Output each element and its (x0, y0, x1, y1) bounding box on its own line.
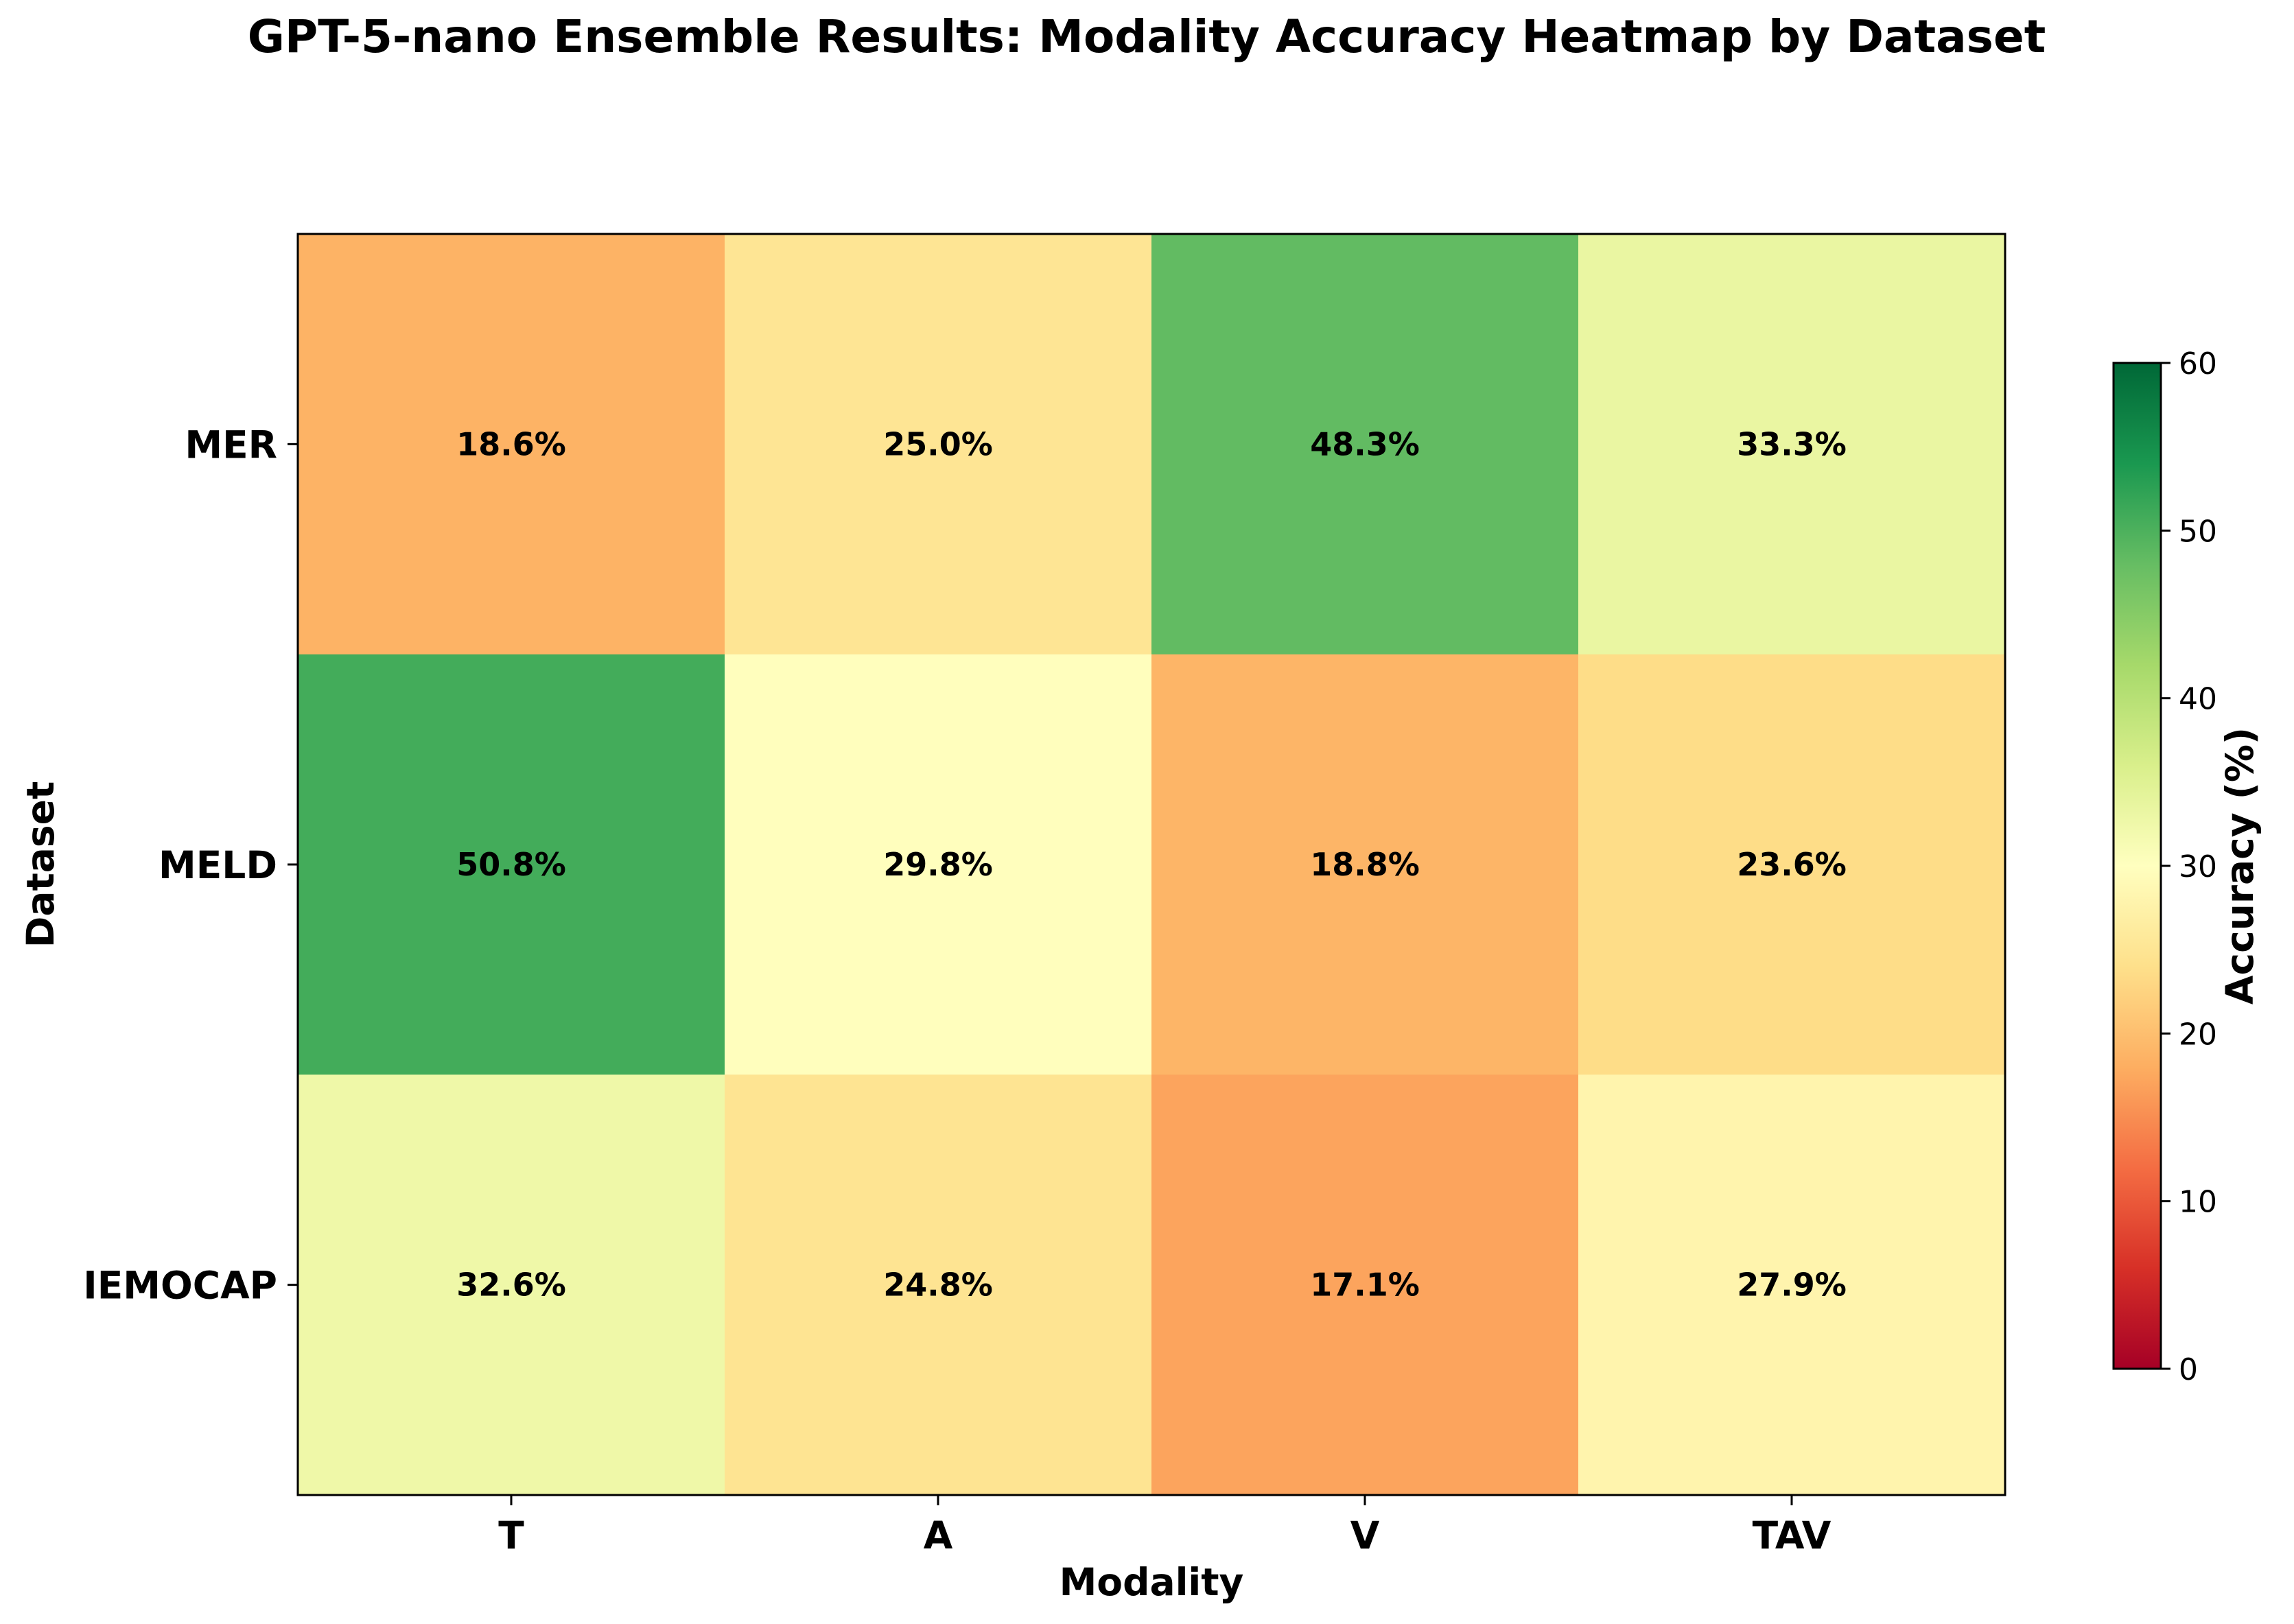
heatmap-cells (298, 234, 2006, 1496)
colorbar-ticks: 0 10 20 30 40 50 60 (2161, 346, 2217, 1387)
cell-value-label: 32.6% (456, 1267, 566, 1304)
x-tick-label: TAV (1753, 1514, 1831, 1557)
heatmap-cell-iemocap-t (298, 1074, 725, 1496)
heatmap-cell-meld-v (1151, 654, 1579, 1075)
colorbar-tick-label: 10 (2179, 1185, 2217, 1220)
cell-value-label: 48.3% (1310, 425, 1420, 462)
cell-value-label: 33.3% (1737, 425, 1847, 462)
cell-value-label: 27.9% (1737, 1267, 1847, 1304)
x-axis-label: Modality (1060, 1560, 1244, 1604)
heatmap-cell-mer-tav (1578, 234, 2006, 655)
heatmap-cell-meld-tav (1578, 654, 2006, 1075)
colorbar-tick-label: 20 (2179, 1017, 2217, 1052)
y-tick-label: MER (185, 423, 277, 467)
x-tick-label: A (924, 1514, 953, 1557)
cell-value-label: 18.8% (1310, 846, 1420, 883)
y-tick-label: MELD (159, 843, 277, 887)
heatmap-cell-labels: 18.6% 25.0% 48.3% 33.3% 50.8% 29.8% 18.8% 23.6%… (456, 425, 1847, 1303)
cell-value-label: 25.0% (883, 425, 993, 462)
chart-title: GPT-5-nano Ensemble Results: Modality Ac… (248, 10, 2046, 63)
heatmap-cell-iemocap-tav (1578, 1074, 2006, 1496)
cell-value-label: 18.6% (456, 425, 566, 462)
heatmap-cell-meld-a (725, 654, 1152, 1075)
y-axis-ticks: MER MELD IEMOCAP (83, 423, 298, 1308)
colorbar-tick-label: 0 (2179, 1352, 2198, 1387)
colorbar-gradient (2112, 362, 2162, 1370)
colorbar-tick-label: 40 (2179, 682, 2217, 717)
heatmap-cell-mer-a (725, 234, 1152, 655)
colorbar-tick-label: 50 (2179, 514, 2217, 549)
colorbar-label: Accuracy (%) (2218, 727, 2262, 1004)
heatmap-cell-mer-t (298, 234, 725, 655)
y-tick-label: IEMOCAP (83, 1264, 277, 1308)
cell-value-label: 23.6% (1737, 846, 1847, 883)
y-axis-label: Dataset (19, 781, 62, 948)
heatmap-cell-mer-v (1151, 234, 1579, 655)
cell-value-label: 17.1% (1310, 1267, 1420, 1304)
colorbar-tick-label: 60 (2179, 346, 2217, 381)
colorbar: 0 10 20 30 40 50 60 Accuracy (%) (2112, 346, 2262, 1387)
cell-value-label: 24.8% (883, 1267, 993, 1304)
colorbar-tick-label: 30 (2179, 849, 2217, 884)
x-axis-ticks: T A V TAV (498, 1495, 1831, 1557)
heatmap-cell-iemocap-a (725, 1074, 1152, 1496)
x-tick-label: T (498, 1514, 524, 1557)
heatmap-cell-iemocap-v (1151, 1074, 1579, 1496)
cell-value-label: 50.8% (456, 846, 566, 883)
cell-value-label: 29.8% (883, 846, 993, 883)
heatmap-cell-meld-t (298, 654, 725, 1075)
x-tick-label: V (1350, 1514, 1380, 1557)
